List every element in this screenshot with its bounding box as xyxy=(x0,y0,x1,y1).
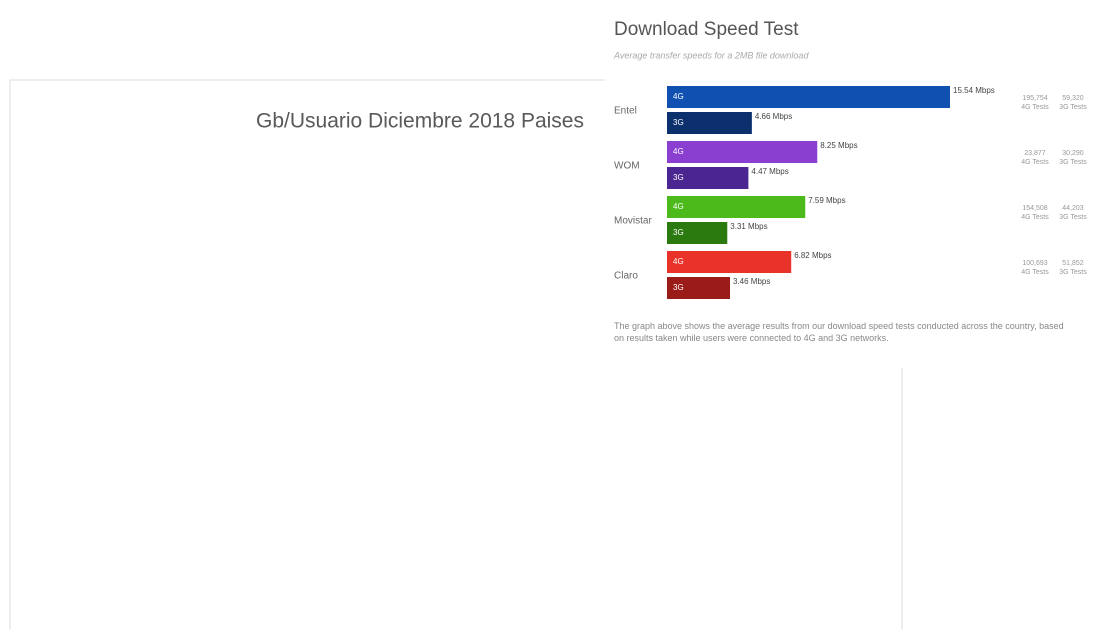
tests-count: 195,754 xyxy=(1022,95,1047,102)
tests-label: 3G Tests xyxy=(1059,104,1087,111)
category-label: Entel xyxy=(614,106,637,117)
bar-series-label: 4G xyxy=(673,147,684,156)
tests-label: 4G Tests xyxy=(1021,159,1049,166)
note-box: The graph above shows the average result… xyxy=(614,321,1064,343)
value-label: 3.46 Mbps xyxy=(733,277,770,286)
tests-count: 30,290 xyxy=(1062,150,1084,157)
bar-series-label: 3G xyxy=(673,283,684,292)
bar-series-label: 3G xyxy=(673,228,684,237)
speed-bar xyxy=(667,112,752,134)
speed-title: Download Speed Test xyxy=(614,19,799,40)
category-label: WOM xyxy=(614,161,640,172)
tests-label: 4G Tests xyxy=(1021,104,1049,111)
tests-label: 4G Tests xyxy=(1021,269,1049,276)
speed-bar xyxy=(667,222,728,244)
tests-count: 44,203 xyxy=(1062,205,1084,212)
tests-count: 51,852 xyxy=(1062,260,1084,267)
value-label: 15.54 Mbps xyxy=(953,86,995,95)
value-label: 6.82 Mbps xyxy=(794,251,831,260)
chart-title: Gb/Usuario Diciembre 2018 Paises xyxy=(256,110,584,133)
value-label: 8.25 Mbps xyxy=(820,141,857,150)
bar-series-label: 4G xyxy=(673,257,684,266)
tests-count: 100,693 xyxy=(1022,260,1047,267)
bar-series-label: 3G xyxy=(673,173,684,182)
bar-series-label: 3G xyxy=(673,118,684,127)
tests-label: 4G Tests xyxy=(1021,214,1049,221)
tests-label: 3G Tests xyxy=(1059,214,1087,221)
speed-subtitle: Average transfer speeds for a 2MB file d… xyxy=(613,50,809,60)
speed-bar xyxy=(667,196,806,218)
tests-count: 23,877 xyxy=(1024,150,1046,157)
value-label: 4.47 Mbps xyxy=(751,167,788,176)
tests-count: 154,508 xyxy=(1022,205,1047,212)
value-label: 7.59 Mbps xyxy=(808,196,845,205)
value-label: 4.66 Mbps xyxy=(755,112,792,121)
value-label: 3.31 Mbps xyxy=(730,222,767,231)
speed-note: The graph above shows the average result… xyxy=(614,321,1064,343)
speed-bar xyxy=(667,277,731,299)
speed-bar xyxy=(667,86,950,108)
tests-label: 3G Tests xyxy=(1059,269,1087,276)
tests-label: 3G Tests xyxy=(1059,159,1087,166)
bar-series-label: 4G xyxy=(673,202,684,211)
category-label: Claro xyxy=(614,271,638,282)
bar-series-label: 4G xyxy=(673,92,684,101)
category-label: Movistar xyxy=(614,216,652,227)
speed-bar xyxy=(667,251,792,273)
speed-bar xyxy=(667,141,818,163)
tests-count: 59,320 xyxy=(1062,95,1084,102)
speed-bar xyxy=(667,167,749,189)
